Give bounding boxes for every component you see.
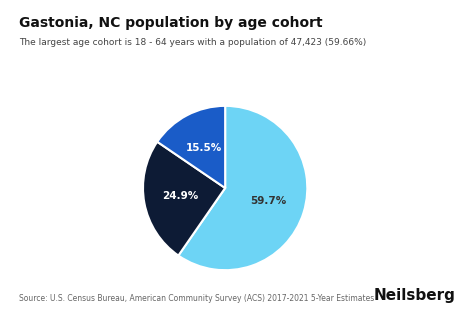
Wedge shape xyxy=(157,106,225,188)
Text: 59.7%: 59.7% xyxy=(250,197,286,206)
Wedge shape xyxy=(178,106,307,270)
Text: Source: U.S. Census Bureau, American Community Survey (ACS) 2017-2021 5-Year Est: Source: U.S. Census Bureau, American Com… xyxy=(19,295,374,303)
Text: Gastonia, NC population by age cohort: Gastonia, NC population by age cohort xyxy=(19,16,323,30)
Text: 15.5%: 15.5% xyxy=(186,143,222,153)
Text: 24.9%: 24.9% xyxy=(163,191,199,201)
Wedge shape xyxy=(143,142,225,256)
Text: Neilsberg: Neilsberg xyxy=(373,289,455,303)
Text: The largest age cohort is 18 - 64 years with a population of 47,423 (59.66%): The largest age cohort is 18 - 64 years … xyxy=(19,38,366,47)
